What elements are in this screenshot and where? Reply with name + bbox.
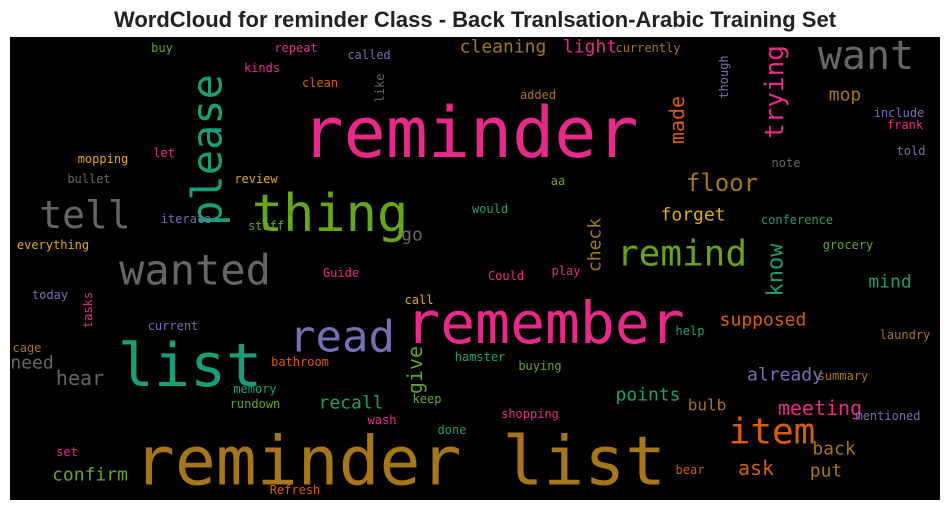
cloud-word: review xyxy=(234,172,278,186)
cloud-word: like xyxy=(373,74,387,103)
cloud-word: grocery xyxy=(823,238,874,252)
cloud-word: buy xyxy=(151,41,173,55)
cloud-word: wanted xyxy=(119,246,271,295)
cloud-word: mopping xyxy=(78,152,129,166)
cloud-word: hear xyxy=(56,366,104,390)
cloud-word: kinds xyxy=(244,61,280,75)
cloud-word: shopping xyxy=(501,407,559,421)
cloud-word: frank xyxy=(887,118,924,132)
cloud-word: mop xyxy=(829,85,862,106)
cloud-word: repeat xyxy=(274,41,317,55)
cloud-word: play xyxy=(552,264,581,278)
cloud-word: call xyxy=(405,293,434,307)
word-cloud: reminder listreminderrememberlistthingpl… xyxy=(10,33,930,502)
cloud-word: hamster xyxy=(455,350,506,364)
cloud-word: memory xyxy=(233,382,276,396)
cloud-word: Guide xyxy=(323,266,359,280)
cloud-word: put xyxy=(810,461,843,482)
cloud-word: list xyxy=(118,331,263,401)
cloud-word: though xyxy=(717,55,731,98)
cloud-word: light xyxy=(563,37,617,58)
cloud-word: read xyxy=(289,312,395,363)
cloud-background xyxy=(10,37,940,500)
cloud-word: remind xyxy=(617,234,747,275)
cloud-word: everything xyxy=(17,238,89,252)
cloud-word: forget xyxy=(660,205,725,226)
cloud-word: would xyxy=(472,202,508,216)
cloud-word: note xyxy=(772,156,801,170)
cloud-word: buying xyxy=(518,359,561,373)
cloud-word: give xyxy=(403,346,427,394)
cloud-word: Could xyxy=(488,269,524,283)
chart-title: WordCloud for reminder Class - Back Tran… xyxy=(114,7,837,32)
cloud-word: current xyxy=(148,319,199,333)
cloud-word: wash xyxy=(368,413,397,427)
cloud-word: summary xyxy=(818,369,869,383)
cloud-word: conference xyxy=(761,213,833,227)
cloud-word: cleaning xyxy=(460,37,547,58)
cloud-word: floor xyxy=(686,169,758,197)
cloud-word: tasks xyxy=(81,292,95,328)
cloud-word: know xyxy=(764,243,789,297)
cloud-word: meeting xyxy=(778,396,862,420)
cloud-word: want xyxy=(818,33,914,79)
cloud-word: please xyxy=(183,74,232,226)
cloud-word: mentioned xyxy=(855,409,920,423)
cloud-word: trying xyxy=(760,45,790,139)
cloud-word: called xyxy=(347,48,390,62)
cloud-word: aa xyxy=(551,174,565,188)
cloud-word: reminder xyxy=(301,92,638,174)
cloud-word: iterate xyxy=(161,212,212,226)
cloud-word: today xyxy=(32,288,68,302)
cloud-word: check xyxy=(585,218,606,272)
cloud-word: reminder list xyxy=(134,423,666,502)
cloud-word: done xyxy=(438,423,467,437)
cloud-word: mind xyxy=(868,272,911,293)
cloud-word: clean xyxy=(302,76,338,90)
cloud-word: recall xyxy=(318,393,383,414)
cloud-word: currently xyxy=(615,41,680,55)
cloud-word: bullet xyxy=(67,172,110,186)
cloud-word: cage xyxy=(13,341,42,355)
cloud-word: already xyxy=(747,365,823,386)
cloud-word: back xyxy=(812,439,856,460)
cloud-word: told xyxy=(897,144,926,158)
cloud-word: bulb xyxy=(688,396,727,415)
cloud-word: points xyxy=(615,385,680,406)
cloud-word: let xyxy=(153,146,175,160)
cloud-word: set xyxy=(56,445,78,459)
cloud-word: remember xyxy=(405,289,684,357)
cloud-word: item xyxy=(729,412,816,453)
cloud-word: Refresh xyxy=(270,483,321,497)
cloud-word: laundry xyxy=(880,328,931,342)
cloud-word: keep xyxy=(413,392,442,406)
cloud-word: thing xyxy=(252,184,409,244)
cloud-word: need xyxy=(10,353,53,374)
cloud-word: go xyxy=(401,225,423,246)
cloud-word: include xyxy=(874,106,925,120)
cloud-word: added xyxy=(520,88,556,102)
cloud-word: supposed xyxy=(720,310,807,331)
cloud-word: rundown xyxy=(230,397,281,411)
cloud-word: tell xyxy=(39,193,131,237)
cloud-word: made xyxy=(665,96,689,144)
cloud-word: ask xyxy=(738,456,774,480)
cloud-word: confirm xyxy=(52,465,128,486)
cloud-word: help xyxy=(676,324,705,338)
cloud-word: bathroom xyxy=(271,355,329,369)
cloud-word: stuff xyxy=(248,219,284,233)
cloud-word: bear xyxy=(676,463,705,477)
